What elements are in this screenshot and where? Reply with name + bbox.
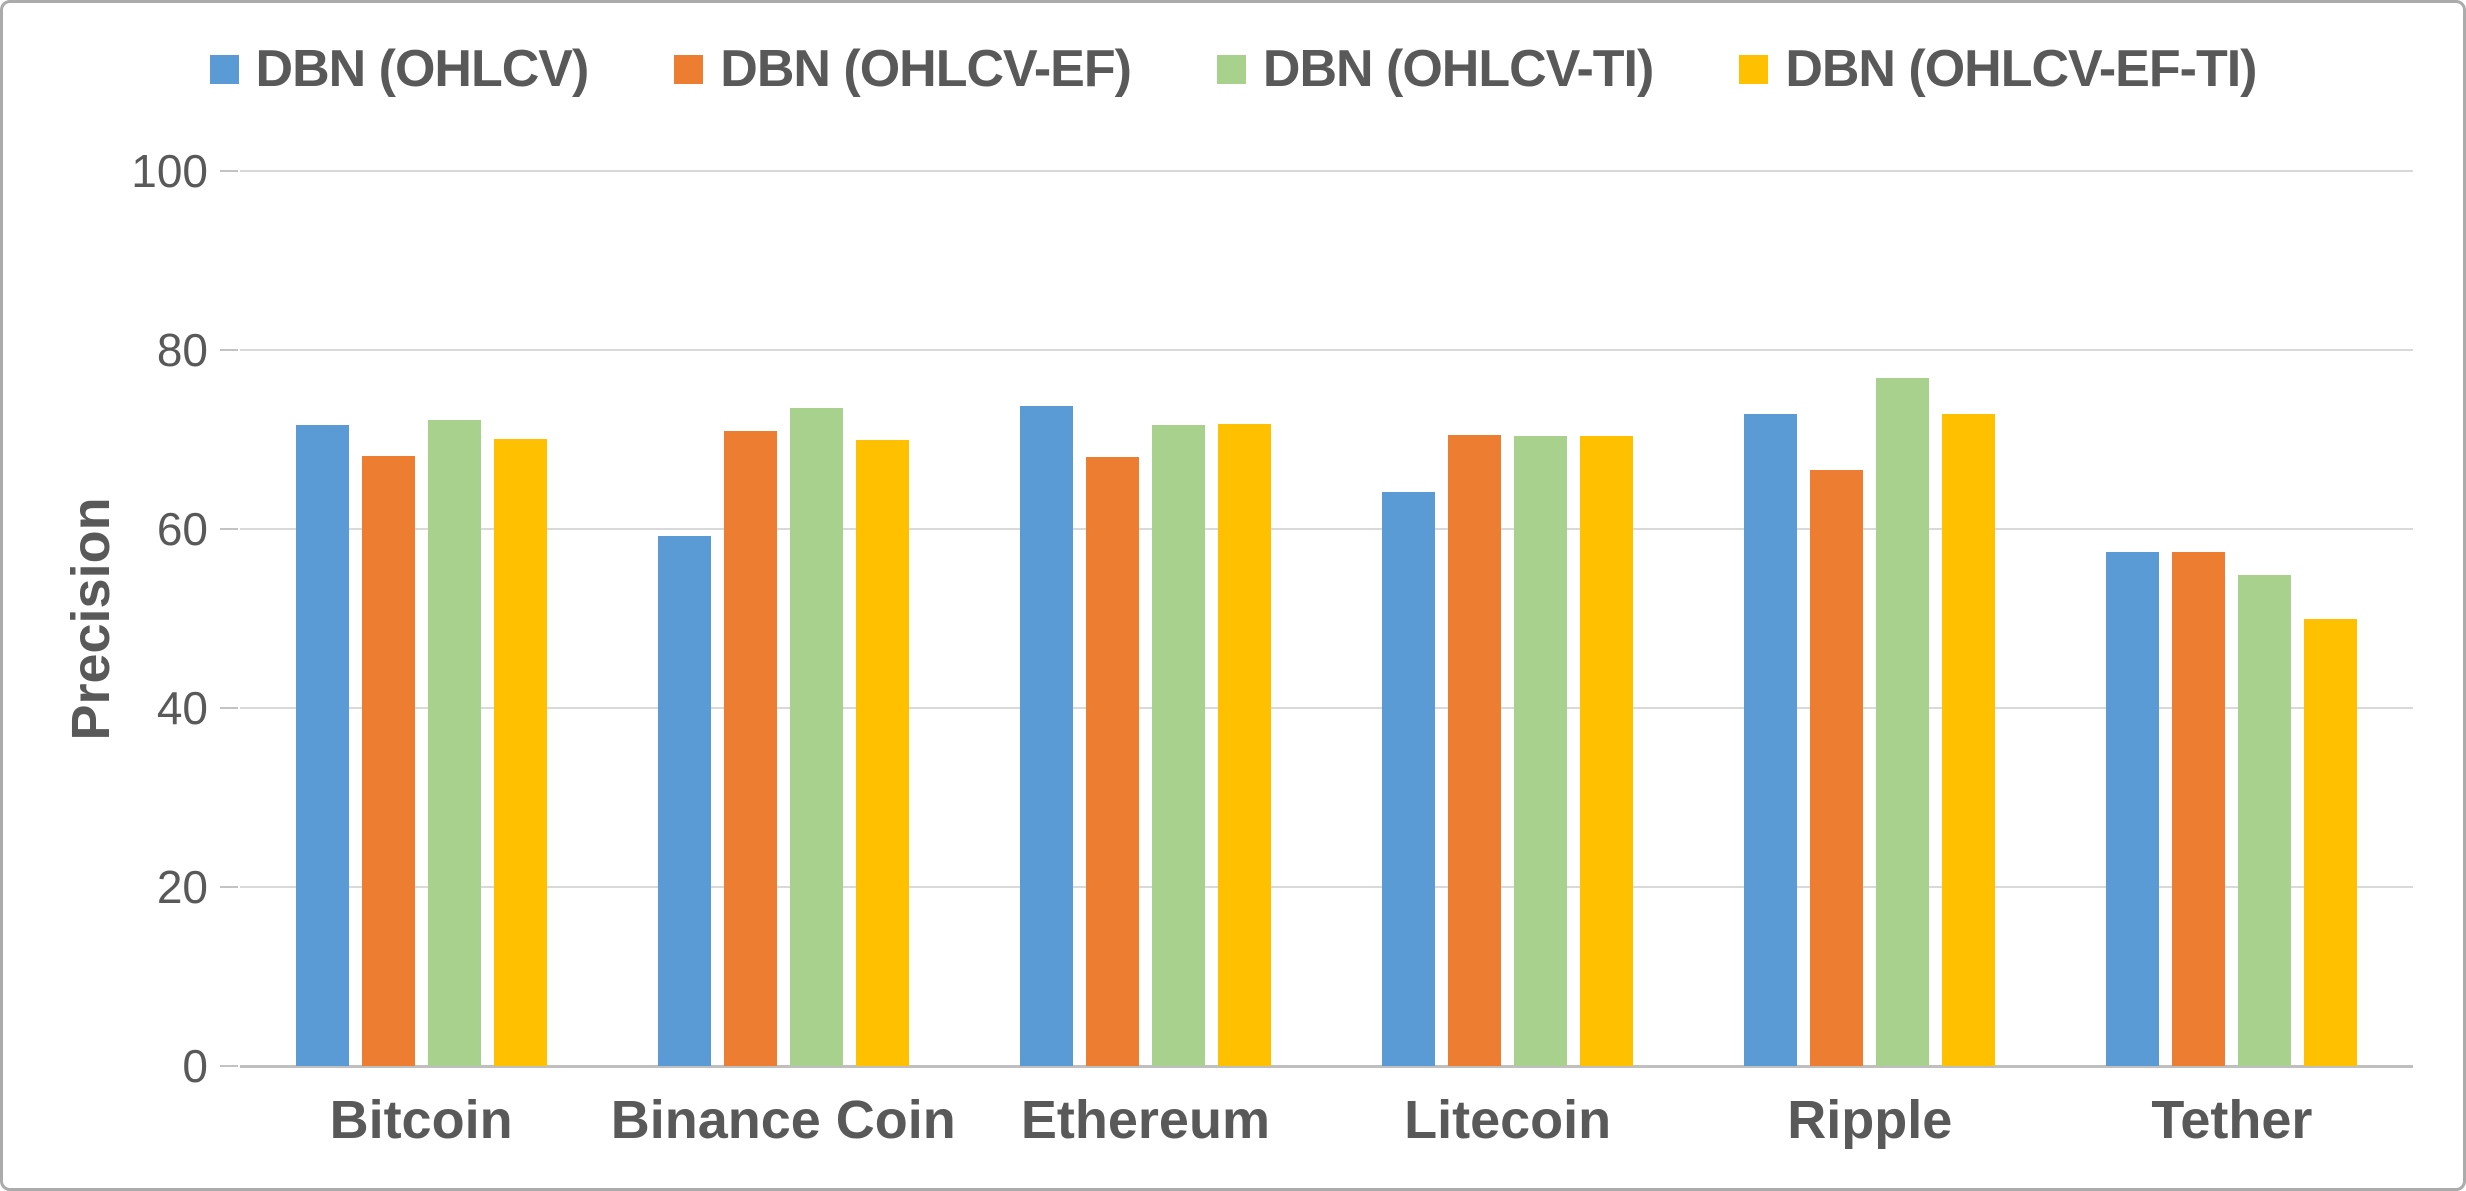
y-axis-tick-labels: 0 20 40 60 80 100 (3, 146, 208, 1091)
y-axis-tick-mark (220, 170, 238, 172)
bar-bitcoin-dbn-ohlcv- (295, 425, 349, 1066)
chart-legend: DBN (OHLCV) DBN (OHLCV-EF) DBN (OHLCV-TI) D… (3, 39, 2463, 99)
bar-tether-dbn-ohlcv-ef-ti- (2304, 618, 2358, 1066)
x-label-ripple: Ripple (1787, 1090, 1953, 1150)
x-label-litecoin: Litecoin (1404, 1090, 1612, 1150)
y-tick-label-80: 80 (156, 324, 208, 376)
legend-swatch-icon (1739, 54, 1769, 84)
bar-tether-dbn-ohlcv-ti- (2238, 574, 2292, 1066)
x-label-binance-coin: Binance Coin (610, 1090, 956, 1150)
gridline-60 (240, 528, 2413, 530)
x-label-tether: Tether (2151, 1090, 2313, 1150)
bar-series-container (240, 171, 2413, 1066)
y-tick-label-0: 0 (182, 1040, 208, 1092)
gridline-80 (240, 349, 2413, 351)
bar-bitcoin-dbn-ohlcv-ef- (361, 455, 415, 1066)
bar-binance-coin-dbn-ohlcv-ef-ti- (855, 440, 909, 1066)
bar-group-litecoin (1327, 171, 1689, 1066)
legend-swatch-icon (1216, 54, 1246, 84)
bar-tether-dbn-ohlcv-ef- (2172, 552, 2226, 1066)
gridline-100 (240, 170, 2413, 172)
bar-litecoin-dbn-ohlcv-ti- (1514, 435, 1568, 1066)
bar-ethereum-dbn-ohlcv-ef- (1085, 457, 1139, 1066)
gridline-20 (240, 886, 2413, 888)
bar-ethereum-dbn-ohlcv-ti- (1151, 425, 1205, 1066)
plot-area (240, 170, 2413, 1068)
bar-binance-coin-dbn-ohlcv-ef- (723, 431, 777, 1066)
bar-litecoin-dbn-ohlcv- (1382, 492, 1436, 1066)
bar-group-binance-coin (602, 171, 964, 1066)
bar-tether-dbn-ohlcv- (2106, 552, 2160, 1066)
bar-group-ethereum (964, 171, 1326, 1066)
bar-litecoin-dbn-ohlcv-ef- (1448, 435, 1502, 1066)
legend-swatch-icon (209, 54, 239, 84)
bar-group-tether (2051, 171, 2413, 1066)
bar-ripple-dbn-ohlcv-ti- (1876, 377, 1930, 1066)
y-tick-label-60: 60 (156, 503, 208, 555)
y-axis-tick-mark (220, 528, 238, 530)
x-axis-line (240, 1065, 2413, 1068)
bar-ripple-dbn-ohlcv-ef- (1810, 469, 1864, 1066)
legend-item-1: DBN (OHLCV-EF) (674, 39, 1132, 99)
bar-group-bitcoin (240, 171, 602, 1066)
y-axis-tick-mark (220, 886, 238, 888)
y-axis-tick-mark (220, 349, 238, 351)
bar-ethereum-dbn-ohlcv-ef-ti- (1217, 424, 1271, 1066)
x-label-ethereum: Ethereum (1020, 1090, 1270, 1150)
x-axis-category-labels: Bitcoin Binance Coin Ethereum Litecoin Rippl… (240, 1088, 2413, 1152)
y-tick-label-20: 20 (156, 861, 208, 913)
bar-litecoin-dbn-ohlcv-ef-ti- (1580, 435, 1634, 1066)
bar-binance-coin-dbn-ohlcv-ti- (789, 408, 843, 1066)
y-axis-tick-mark (220, 1065, 238, 1067)
x-label-bitcoin: Bitcoin (329, 1090, 513, 1150)
legend-item-3: DBN (OHLCV-EF-TI) (1739, 39, 2257, 99)
y-tick-label-100: 100 (131, 145, 208, 197)
legend-label: DBN (OHLCV-EF-TI) (1785, 40, 2257, 98)
y-tick-label-40: 40 (156, 682, 208, 734)
legend-item-0: DBN (OHLCV) (209, 39, 590, 99)
legend-swatch-icon (674, 54, 704, 84)
bar-ripple-dbn-ohlcv- (1744, 414, 1798, 1066)
bar-ethereum-dbn-ohlcv- (1019, 405, 1073, 1066)
bar-ripple-dbn-ohlcv-ef-ti- (1942, 414, 1996, 1066)
bar-binance-coin-dbn-ohlcv- (657, 536, 711, 1066)
gridline-40 (240, 707, 2413, 709)
bar-bitcoin-dbn-ohlcv-ef-ti- (493, 438, 547, 1066)
legend-label: DBN (OHLCV) (255, 40, 590, 98)
legend-item-2: DBN (OHLCV-TI) (1216, 39, 1654, 99)
legend-label: DBN (OHLCV-EF) (720, 40, 1132, 98)
legend-label: DBN (OHLCV-TI) (1262, 40, 1654, 98)
bar-bitcoin-dbn-ohlcv-ti- (427, 419, 481, 1066)
bar-group-ripple (1689, 171, 2051, 1066)
y-axis-tick-mark (220, 707, 238, 709)
